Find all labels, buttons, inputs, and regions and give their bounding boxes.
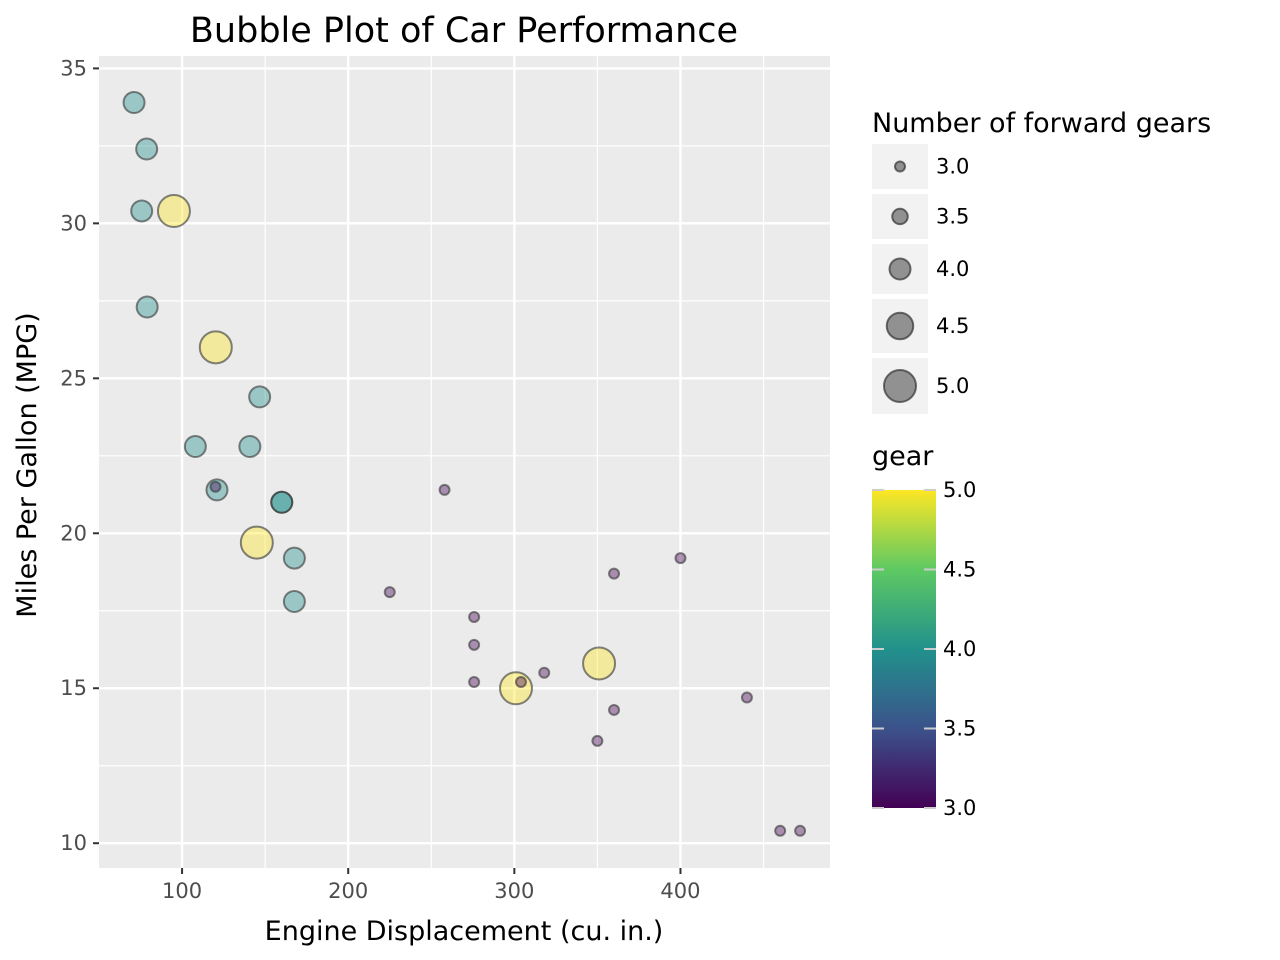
data-point [239,525,274,560]
data-point [468,676,481,689]
data-point [122,90,146,114]
data-point [674,552,687,565]
size-legend-title: Number of forward gears [872,108,1211,139]
size-legend-bubble [885,311,915,341]
y-tick-label: 10 [60,831,87,855]
y-axis: 10 15 20 25 30 35 [60,56,99,855]
size-legend-key [872,244,928,294]
chart-title: Bubble Plot of Car Performance [190,11,738,51]
x-tick-label: 300 [494,879,534,903]
colorbar-label: 3.0 [943,796,976,820]
data-point [209,480,222,493]
data-point [774,824,787,837]
data-point [499,671,534,706]
data-point [156,193,191,228]
size-legend-key [872,144,928,189]
data-points [122,90,807,837]
y-tick-label: 20 [60,521,87,545]
size-legend-key [872,194,928,239]
y-tick-label: 35 [60,56,87,80]
color-legend-ticks: 3.0 3.5 4.0 4.5 5.0 [872,478,976,820]
size-legend-label: 4.0 [936,257,969,281]
data-point [438,483,451,496]
data-point [514,676,527,689]
colorbar-label: 4.5 [943,558,976,582]
data-point [740,691,753,704]
data-point [282,589,306,613]
data-point [248,385,272,409]
grid-minor [99,56,830,868]
size-legend-label: 3.5 [936,205,969,229]
data-point [794,824,807,837]
x-tick-label: 400 [660,879,700,903]
data-point [383,586,396,599]
data-point [468,638,481,651]
colorbar-label: 4.0 [943,637,976,661]
data-point [608,703,621,716]
x-axis: 100 200 300 400 [162,868,701,903]
data-point [270,490,294,514]
y-axis-label: Miles Per Gallon (MPG) [12,312,43,617]
size-legend: 3.0 3.5 4.0 4.5 5.0 [872,144,969,414]
data-point [538,666,551,679]
y-tick-label: 30 [60,211,87,235]
y-tick-label: 15 [60,676,87,700]
size-legend-key [872,358,928,414]
color-legend-title: gear [872,441,934,472]
x-tick-label: 100 [162,879,202,903]
x-tick-label: 200 [328,879,368,903]
data-point [198,330,233,365]
size-legend-key [872,299,928,353]
data-point [135,137,159,161]
colorbar-label: 3.5 [943,717,976,741]
size-legend-bubble [883,369,917,403]
size-legend-label: 5.0 [936,374,969,398]
colorbar-label: 5.0 [943,478,976,502]
data-point [130,199,154,223]
size-legend-label: 4.5 [936,314,969,338]
plot-panel [99,56,830,868]
size-legend-bubble [891,207,909,226]
data-point [591,734,604,747]
x-axis-label: Engine Displacement (cu. in.) [265,916,664,947]
size-legend-bubble [894,160,906,173]
data-point [582,646,617,681]
data-point [608,567,621,580]
size-legend-label: 3.0 [936,155,969,179]
data-point [238,435,262,459]
data-point [282,546,306,570]
grid-major [99,56,830,868]
data-point [183,435,207,459]
y-tick-label: 25 [60,366,87,390]
size-legend-bubble [888,257,912,281]
data-point [468,610,481,623]
data-point [135,295,159,319]
